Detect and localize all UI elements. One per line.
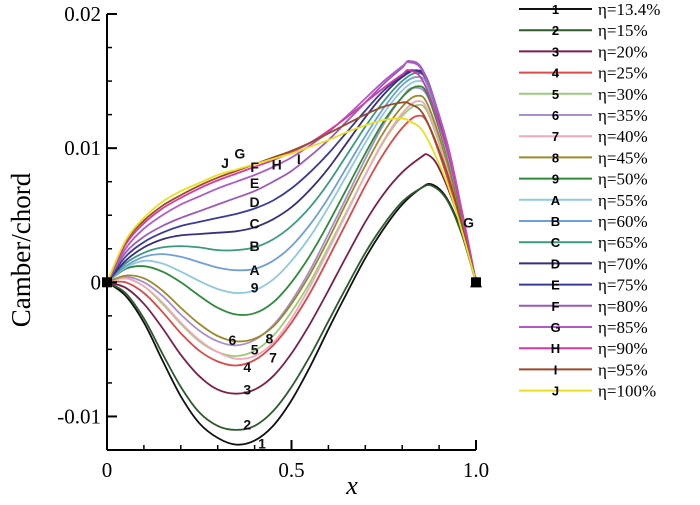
series-line-8 <box>106 94 477 343</box>
legend-key-9: 9 <box>552 172 559 187</box>
legend-key-C: C <box>551 235 561 250</box>
y-tick-label: 0.01 <box>64 136 101 160</box>
legend-label-6: η=35% <box>598 106 648 125</box>
plot-area <box>106 59 477 446</box>
curve-label-G: G <box>234 146 245 162</box>
legend-label-C: η=65% <box>598 233 648 252</box>
curve-label-1: 1 <box>258 435 266 451</box>
legend-key-H: H <box>551 341 560 356</box>
legend-label-H: η=90% <box>598 339 648 358</box>
curve-label-C: C <box>250 215 260 231</box>
legend-key-4: 4 <box>552 66 560 81</box>
legend-label-4: η=25% <box>598 64 648 83</box>
series-line-1 <box>106 182 477 446</box>
legend-label-8: η=45% <box>598 148 648 167</box>
y-tick-label: 0 <box>91 270 102 294</box>
curve-label-6: 6 <box>229 332 237 348</box>
curve-label-4: 4 <box>243 359 251 375</box>
series-line-B <box>106 76 477 283</box>
curve-label-9: 9 <box>251 280 259 296</box>
series-line-5 <box>106 103 477 358</box>
legend-label-A: η=55% <box>598 191 648 210</box>
curve-label-D: D <box>250 194 260 210</box>
endpoint-markers <box>102 276 482 288</box>
legend-key-B: B <box>551 214 560 229</box>
legend-label-J: η=100% <box>598 382 656 401</box>
legend-label-3: η=20% <box>598 42 648 61</box>
y-tick-label: 0.02 <box>64 2 101 26</box>
curve-label-J: J <box>221 155 229 171</box>
curve-label-2: 2 <box>243 417 251 433</box>
axes: -0.01 0 0.01 0.02 0 0.5 1.0 <box>57 2 489 482</box>
legend: 1 η=13.4% 2 η=15% 3 η=20% 4 η=25% 5 η=30% 6 η=35% 7 η… <box>519 0 660 401</box>
x-tick-label: 0 <box>102 458 113 482</box>
legend-label-I: η=95% <box>598 360 648 379</box>
legend-label-D: η=70% <box>598 254 648 273</box>
series-line-7 <box>106 100 477 360</box>
legend-key-I: I <box>554 362 558 377</box>
series-line-9 <box>106 85 477 316</box>
curve-label-5: 5 <box>251 341 259 357</box>
leading-edge-marker <box>102 277 112 288</box>
x-tick-label: 1.0 <box>463 458 489 482</box>
curve-label-3: 3 <box>243 382 251 398</box>
x-tick-label: 0.5 <box>278 458 304 482</box>
legend-label-9: η=50% <box>598 170 648 189</box>
curve-label-H: H <box>272 156 282 172</box>
x-axis-title: x <box>345 471 358 500</box>
series-line-6 <box>106 86 477 347</box>
series-line-J <box>106 117 477 283</box>
legend-label-5: η=30% <box>598 85 648 104</box>
legend-key-J: J <box>552 384 559 399</box>
legend-key-7: 7 <box>552 129 559 144</box>
legend-key-3: 3 <box>552 44 559 59</box>
curve-label-A: A <box>250 262 260 278</box>
curve-label-F: F <box>250 159 259 175</box>
legend-label-B: η=60% <box>598 212 648 231</box>
legend-key-8: 8 <box>552 150 559 165</box>
curve-label-8: 8 <box>265 331 273 347</box>
curve-label-E: E <box>250 175 259 191</box>
y-axis-title: Camber/chord <box>6 172 36 327</box>
legend-key-E: E <box>551 278 560 293</box>
legend-key-G: G <box>550 320 560 335</box>
curve-label-I: I <box>297 151 301 167</box>
legend-key-1: 1 <box>552 2 559 17</box>
legend-key-2: 2 <box>552 23 559 38</box>
legend-key-D: D <box>551 256 560 271</box>
series-line-2 <box>106 184 477 431</box>
legend-key-5: 5 <box>552 87 559 102</box>
series-line-3 <box>106 153 477 395</box>
legend-label-F: η=80% <box>598 297 648 316</box>
y-tick-label: -0.01 <box>57 404 101 428</box>
legend-key-A: A <box>551 193 561 208</box>
legend-key-F: F <box>552 299 560 314</box>
legend-label-G: η=85% <box>598 318 648 337</box>
curve-label-7: 7 <box>269 349 277 365</box>
legend-label-2: η=15% <box>598 21 648 40</box>
curve-label-B: B <box>250 238 260 254</box>
series-line-F <box>106 59 477 283</box>
series-line-I <box>106 101 477 283</box>
legend-key-6: 6 <box>552 108 559 123</box>
legend-label-1: η=13.4% <box>598 0 660 19</box>
legend-label-7: η=40% <box>598 127 648 146</box>
series-line-4 <box>106 114 477 367</box>
trailing-edge-triangle <box>470 276 482 288</box>
curve-label-trailing: G <box>463 214 474 230</box>
legend-label-E: η=75% <box>598 276 648 295</box>
series-line-A <box>106 80 477 294</box>
